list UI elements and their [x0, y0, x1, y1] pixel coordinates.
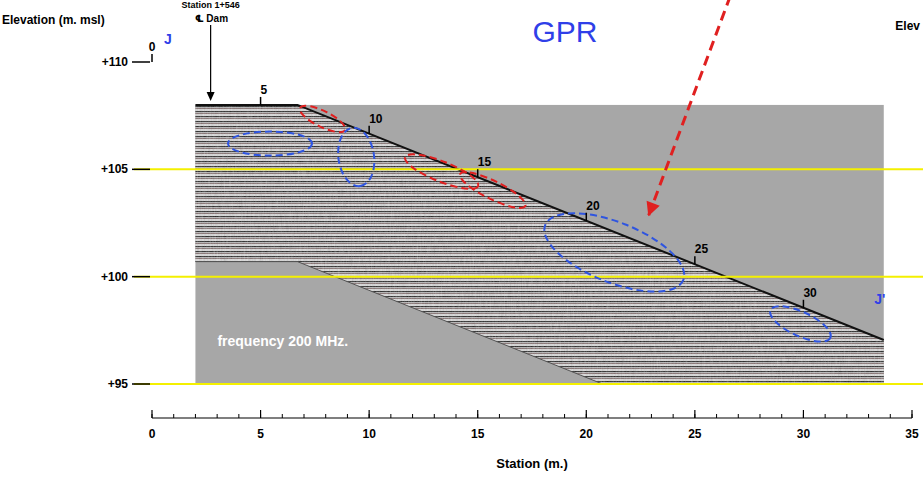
x-tick-label: 30	[797, 427, 811, 441]
x-minor-tick	[542, 414, 543, 418]
y-tick	[132, 383, 150, 385]
x-tick-label: 5	[257, 427, 264, 441]
x-minor-tick	[238, 414, 239, 418]
x-tick-label: 0	[149, 427, 156, 441]
radargram-noise	[195, 105, 883, 384]
surface-tick-label: 5	[261, 83, 268, 97]
grid-line	[134, 383, 923, 385]
centerline-arrow	[210, 25, 211, 97]
anomaly	[534, 197, 694, 308]
x-tick	[694, 410, 695, 418]
anomaly	[401, 148, 481, 196]
x-minor-tick	[890, 414, 891, 418]
pointer-arrow-head	[647, 201, 660, 217]
surface-tick-label: 15	[478, 155, 492, 169]
x-minor-tick	[325, 414, 326, 418]
x-minor-tick	[282, 414, 283, 418]
section-end: J'	[874, 291, 885, 307]
chart: Elevation (m. msl) GPR Elev 0 5 10 15 20 25 30 J J'…	[0, 0, 923, 490]
edge-label: Elev	[895, 19, 920, 33]
x-tick-label: 25	[688, 427, 702, 441]
x-minor-tick	[304, 414, 305, 418]
x-minor-tick	[738, 414, 739, 418]
section-start: J	[164, 31, 172, 47]
surface-tick-label: 0	[149, 40, 156, 54]
x-minor-tick	[760, 414, 761, 418]
x-minor-tick	[629, 414, 630, 418]
x-minor-tick	[347, 414, 348, 418]
x-minor-tick	[608, 414, 609, 418]
surface-tick	[694, 256, 696, 264]
x-tick-label: 35	[905, 427, 919, 441]
x-minor-tick	[564, 414, 565, 418]
grid	[134, 169, 923, 384]
anomalies	[228, 101, 835, 349]
x-minor-tick	[521, 414, 522, 418]
x-minor-tick	[217, 414, 218, 418]
anomaly	[335, 125, 378, 188]
grid-line	[134, 276, 923, 278]
surface-tick	[477, 169, 479, 177]
y-tick-label: +110	[102, 55, 129, 69]
x-tick	[369, 410, 370, 418]
x-tick	[803, 410, 804, 418]
pointer-arrow	[648, 0, 730, 216]
surface-tick	[803, 300, 805, 308]
x-tick-label: 20	[580, 427, 594, 441]
y-tick-label: +105	[101, 162, 128, 176]
surface-line	[195, 105, 883, 340]
radargram	[195, 105, 883, 384]
centerline-arrow-head	[207, 92, 215, 101]
section-background	[195, 105, 883, 384]
x-minor-tick	[499, 414, 500, 418]
surface-tick-label: 20	[586, 199, 600, 213]
x-minor-tick	[846, 414, 847, 418]
x-minor-tick	[651, 414, 652, 418]
x-tick	[586, 410, 587, 418]
surface-tick-label: 25	[695, 242, 709, 256]
centerline-label: ℄ Dam	[195, 13, 229, 24]
x-minor-tick	[434, 414, 435, 418]
anomaly	[297, 101, 349, 137]
anomaly	[456, 166, 529, 214]
frequency-label: frequency 200 MHz.	[217, 333, 348, 349]
x-minor-tick	[868, 414, 869, 418]
plot	[195, 105, 883, 384]
y-tick	[132, 61, 150, 63]
surface-tick-label: 30	[803, 286, 817, 300]
grid-line	[134, 168, 923, 170]
x-tick-label: 10	[362, 427, 376, 441]
x-tick	[260, 410, 261, 418]
x-minor-tick	[716, 414, 717, 418]
x-minor-tick	[173, 414, 174, 418]
y-tick	[132, 169, 150, 171]
surface-tick-label: 10	[369, 112, 383, 126]
x-tick	[477, 410, 478, 418]
x-minor-tick	[781, 414, 782, 418]
title: GPR	[532, 15, 597, 48]
x-minor-tick	[825, 414, 826, 418]
x-tick	[151, 410, 152, 418]
station-label: Station 1+546	[181, 0, 239, 10]
surface-tick	[151, 54, 153, 62]
surface-tick	[260, 97, 262, 105]
anomaly	[228, 132, 312, 156]
surface-tick	[368, 126, 370, 134]
x-axis-title: Station (m.)	[496, 456, 568, 471]
x-tick	[911, 410, 912, 418]
y-axis-title: Elevation (m. msl)	[2, 13, 105, 27]
y-tick-label: +95	[108, 377, 129, 391]
surface-tick	[586, 213, 588, 221]
x-minor-tick	[195, 414, 196, 418]
y-tick	[132, 276, 150, 278]
x-minor-tick	[412, 414, 413, 418]
y-tick-label: +100	[101, 270, 128, 284]
x-minor-tick	[390, 414, 391, 418]
penetration-line	[195, 262, 602, 384]
anomaly	[765, 299, 835, 349]
x-minor-tick	[456, 414, 457, 418]
x-tick-label: 15	[471, 427, 485, 441]
x-axis	[152, 417, 912, 418]
x-minor-tick	[673, 414, 674, 418]
